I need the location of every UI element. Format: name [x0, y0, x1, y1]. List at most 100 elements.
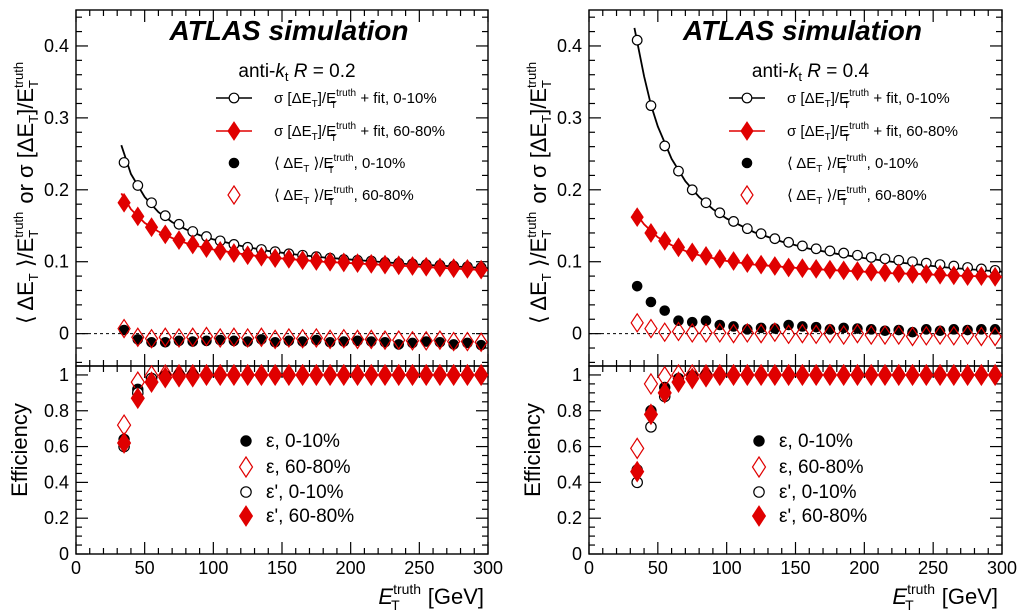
data-point	[213, 327, 227, 349]
data-point	[988, 266, 1002, 287]
x-tick-label: 300	[473, 558, 503, 578]
data-point	[879, 253, 891, 265]
data-point	[213, 364, 228, 386]
data-point	[947, 265, 961, 286]
y-tick-label-top: 0	[572, 324, 582, 344]
data-point	[741, 223, 753, 235]
data-point	[338, 336, 350, 347]
data-point	[116, 432, 132, 454]
data-point	[158, 327, 172, 348]
data-point	[391, 364, 406, 386]
data-point	[475, 339, 487, 351]
data-point	[713, 248, 727, 269]
data-point	[392, 255, 406, 276]
chart-panel-left: 0 50 100 150 200 250 300 0 0.1 0.2 0.3 0.4 0 0.2 0.4 0.…	[7, 9, 503, 611]
series-top-0	[631, 34, 1001, 276]
data-point	[919, 325, 934, 346]
data-point	[659, 140, 671, 152]
data-point	[850, 261, 865, 281]
series-top-3	[630, 312, 1002, 347]
data-point	[974, 266, 988, 287]
data-point	[852, 249, 863, 261]
data-point	[159, 210, 171, 222]
data-point	[254, 327, 269, 348]
data-point	[365, 336, 377, 347]
data-point	[419, 364, 434, 386]
data-point	[448, 339, 459, 350]
data-point	[754, 323, 768, 344]
data-point	[629, 437, 645, 460]
data-point	[630, 312, 644, 333]
data-point	[630, 460, 645, 483]
legend-entry-top: ⟨ ΔET ⟩/Etruth T, 60-80%	[227, 184, 414, 208]
legend-marker	[240, 435, 252, 447]
legend-entry-top: σ [ΔET]/Etruth T + fit, 60-80%	[216, 121, 445, 144]
data-point	[185, 365, 200, 388]
data-point	[837, 260, 851, 281]
data-point	[282, 327, 296, 349]
legend-marker	[751, 505, 767, 527]
data-point	[630, 207, 644, 228]
y-axis-label-top: ⟨ ΔET ⟩/EtruthT or σ [ΔET]/EtruthT	[11, 62, 41, 324]
data-point	[823, 323, 837, 344]
data-point	[865, 252, 877, 263]
legend-entry-bottom: ε, 0-10%	[753, 431, 853, 452]
data-point	[240, 327, 255, 349]
data-point	[850, 323, 865, 344]
data-point	[214, 334, 226, 346]
chart-subtitle: anti-kt R = 0.2	[238, 61, 355, 84]
y-tick-label-bottom: 0.2	[557, 508, 582, 528]
y-tick-label-bottom: 0.8	[44, 401, 69, 421]
data-point	[892, 263, 906, 284]
data-point	[254, 246, 269, 267]
y-tick-label-bottom: 0.8	[557, 401, 582, 421]
data-point	[460, 364, 475, 386]
data-point	[850, 364, 865, 386]
data-point	[131, 206, 145, 227]
data-point	[254, 364, 269, 386]
data-point	[227, 327, 241, 348]
data-point	[144, 371, 159, 394]
series-top-1	[630, 207, 1002, 287]
data-point	[919, 364, 934, 386]
y-tick-label-bottom: 1	[59, 365, 69, 385]
data-point	[172, 327, 186, 349]
x-tick-label: 150	[780, 558, 810, 578]
legend-entry-bottom: ε', 0-10%	[240, 482, 344, 503]
legend-entry-bottom: ε', 0-10%	[753, 482, 857, 503]
data-point	[673, 315, 684, 326]
data-point	[933, 324, 947, 346]
chart-panel-right: 0 50 100 150 200 250 300 0 0.1 0.2 0.3 0.4 0 0.2 0.4 0.…	[520, 9, 1017, 611]
legend-entry-top: ⟨ ΔET ⟩/Etruth T, 0-10%	[228, 153, 405, 176]
legend-entry-bottom: ε', 60-80%	[751, 505, 867, 527]
x-tick-label: 150	[267, 558, 297, 578]
data-point	[309, 364, 324, 386]
data-point	[753, 364, 769, 386]
legend-marker	[227, 184, 241, 206]
data-point	[474, 259, 488, 280]
x-axis-label: Etruth T [GeV]	[892, 581, 998, 611]
legend-entry-top: ⟨ ΔET ⟩/Etruth T, 0-10%	[741, 153, 918, 176]
series-bottom-3	[630, 364, 1003, 483]
data-point	[795, 258, 809, 279]
y-tick-label-bottom: 0	[59, 544, 69, 564]
data-point	[905, 326, 920, 347]
data-point	[644, 223, 658, 243]
data-point	[726, 364, 741, 386]
legend-entry-bottom: ε, 0-10%	[240, 431, 340, 452]
data-point	[643, 403, 659, 426]
data-point	[947, 325, 961, 346]
legend-marker	[741, 157, 753, 169]
x-tick-label: 200	[849, 558, 879, 578]
data-point	[699, 322, 713, 343]
y-tick-label-bottom: 1	[572, 365, 582, 385]
legend-marker	[740, 184, 754, 206]
data-point	[809, 259, 823, 279]
x-tick-label: 100	[712, 558, 742, 578]
data-point	[768, 256, 782, 276]
data-point	[433, 330, 447, 351]
data-point	[933, 264, 947, 285]
data-point	[892, 324, 906, 346]
data-point	[199, 364, 214, 386]
data-point	[822, 364, 838, 386]
